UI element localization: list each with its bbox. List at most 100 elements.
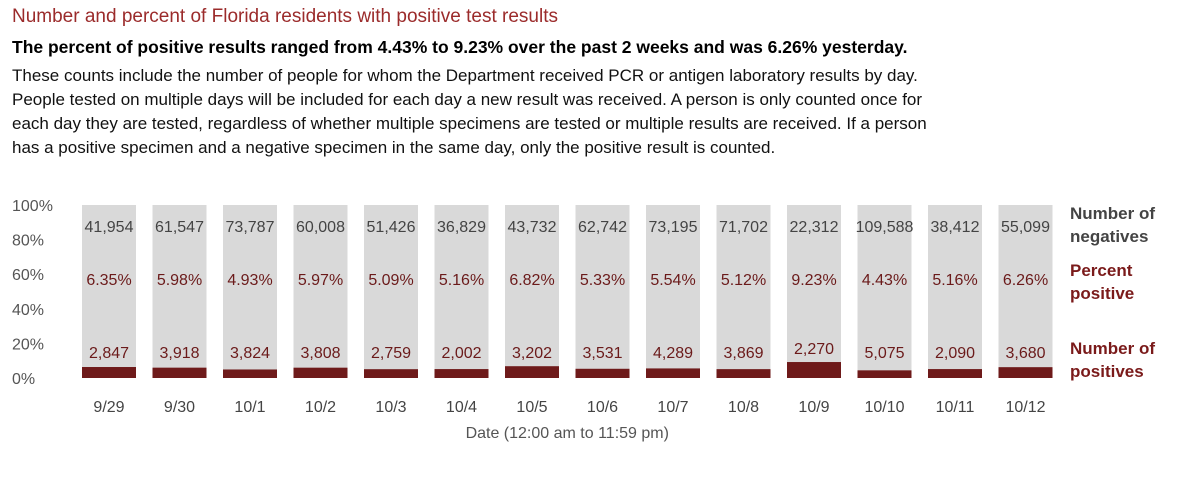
x-tick-label: 10/2 — [305, 399, 336, 416]
percent-positive-label: 5.54% — [650, 272, 695, 289]
bar-positives — [293, 367, 348, 378]
legend-positives: Number of — [1070, 339, 1155, 358]
negatives-label: 71,702 — [719, 219, 768, 236]
y-tick-label: 100% — [12, 198, 53, 215]
legend-percent: Percent — [1070, 261, 1133, 280]
x-tick-label: 10/10 — [864, 399, 904, 416]
bar-positives — [505, 366, 559, 378]
percent-positive-label: 6.82% — [509, 272, 554, 289]
bar-positives — [575, 368, 630, 378]
negatives-label: 41,954 — [85, 219, 134, 236]
bar-positives — [82, 367, 136, 378]
legend-percent: positive — [1070, 284, 1134, 303]
bar-negatives — [152, 205, 207, 378]
percent-positive-label: 6.35% — [86, 272, 131, 289]
negatives-label: 43,732 — [508, 219, 557, 236]
bar-positives — [928, 369, 982, 378]
bar-positives — [152, 367, 207, 378]
bar-negatives — [434, 205, 489, 378]
negatives-label: 73,787 — [226, 219, 275, 236]
x-tick-label: 10/11 — [936, 399, 975, 416]
x-tick-label: 10/3 — [375, 399, 406, 416]
chart-title: Number and percent of Florida residents … — [12, 6, 558, 27]
legend-negatives: Number of — [1070, 204, 1155, 223]
percent-positive-label: 6.26% — [1003, 272, 1048, 289]
negatives-label: 36,829 — [437, 219, 486, 236]
legend-negatives: negatives — [1070, 227, 1148, 246]
bar-negatives — [293, 205, 348, 378]
positives-label: 4,289 — [653, 345, 693, 362]
y-tick-label: 80% — [12, 233, 44, 250]
description-line: People tested on multiple days will be i… — [12, 90, 923, 109]
x-tick-label: 10/5 — [516, 399, 547, 416]
bar-positives — [364, 369, 418, 378]
negatives-label: 22,312 — [790, 219, 839, 236]
bar-negatives — [857, 205, 912, 378]
bar-positives — [787, 362, 841, 378]
chart-description: These counts include the number of peopl… — [12, 64, 1132, 160]
percent-positive-label: 5.09% — [368, 272, 413, 289]
legend-positives: positives — [1070, 362, 1144, 381]
description-line: has a positive specimen and a negative s… — [12, 138, 776, 157]
bar-negatives — [646, 205, 700, 378]
percent-positive-label: 4.93% — [227, 272, 272, 289]
bar-positives — [998, 367, 1053, 378]
negatives-label: 62,742 — [578, 219, 627, 236]
percent-positive-label: 5.33% — [580, 272, 625, 289]
bar-positives — [857, 370, 912, 378]
percent-positive-label: 9.23% — [791, 272, 836, 289]
positives-label: 2,002 — [441, 345, 481, 362]
bar-negatives — [998, 205, 1053, 378]
positives-label: 3,808 — [300, 345, 340, 362]
x-tick-label: 10/6 — [587, 399, 618, 416]
negatives-label: 51,426 — [367, 219, 416, 236]
positives-label: 3,680 — [1005, 345, 1045, 362]
positives-label: 3,202 — [512, 345, 552, 362]
bar-negatives — [364, 205, 418, 378]
bar-negatives — [716, 205, 771, 378]
bar-negatives — [223, 205, 277, 378]
bar-negatives — [928, 205, 982, 378]
percent-positive-label: 5.12% — [721, 272, 766, 289]
negatives-label: 109,588 — [856, 219, 914, 236]
positives-label: 2,847 — [89, 345, 129, 362]
negatives-label: 38,412 — [931, 219, 980, 236]
bar-positives — [434, 369, 489, 378]
chart-subtitle: The percent of positive results ranged f… — [12, 37, 908, 57]
bar-negatives — [82, 205, 136, 378]
negatives-label: 60,008 — [296, 219, 345, 236]
bar-positives — [646, 368, 700, 378]
x-tick-label: 10/9 — [798, 399, 829, 416]
percent-positive-label: 5.98% — [157, 272, 202, 289]
positives-label: 2,270 — [794, 341, 834, 358]
x-tick-label: 9/30 — [164, 399, 195, 416]
negatives-label: 55,099 — [1001, 219, 1050, 236]
x-tick-label: 10/12 — [1005, 399, 1045, 416]
positives-label: 3,824 — [230, 345, 270, 362]
percent-positive-label: 4.43% — [862, 272, 907, 289]
y-tick-label: 40% — [12, 302, 44, 319]
description-line: each day they are tested, regardless of … — [12, 114, 927, 133]
bar-negatives — [575, 205, 630, 378]
bar-negatives — [787, 205, 841, 378]
bar-negatives — [505, 205, 559, 378]
x-tick-label: 9/29 — [93, 399, 124, 416]
x-tick-label: 10/1 — [234, 399, 265, 416]
x-tick-label: 10/8 — [728, 399, 759, 416]
y-tick-label: 0% — [12, 371, 35, 388]
positives-label: 2,090 — [935, 345, 975, 362]
positives-label: 3,869 — [723, 345, 763, 362]
description-line: These counts include the number of peopl… — [12, 66, 918, 85]
x-axis-title: Date (12:00 am to 11:59 pm) — [466, 425, 669, 442]
negatives-label: 61,547 — [155, 219, 204, 236]
percent-positive-label: 5.16% — [932, 272, 977, 289]
bar-positives — [716, 369, 771, 378]
percent-positive-label: 5.97% — [298, 272, 343, 289]
positives-label: 3,531 — [582, 345, 622, 362]
x-tick-label: 10/4 — [446, 399, 477, 416]
positives-label: 2,759 — [371, 345, 411, 362]
bar-positives — [223, 369, 277, 378]
negatives-label: 73,195 — [649, 219, 698, 236]
positives-label: 3,918 — [159, 345, 199, 362]
